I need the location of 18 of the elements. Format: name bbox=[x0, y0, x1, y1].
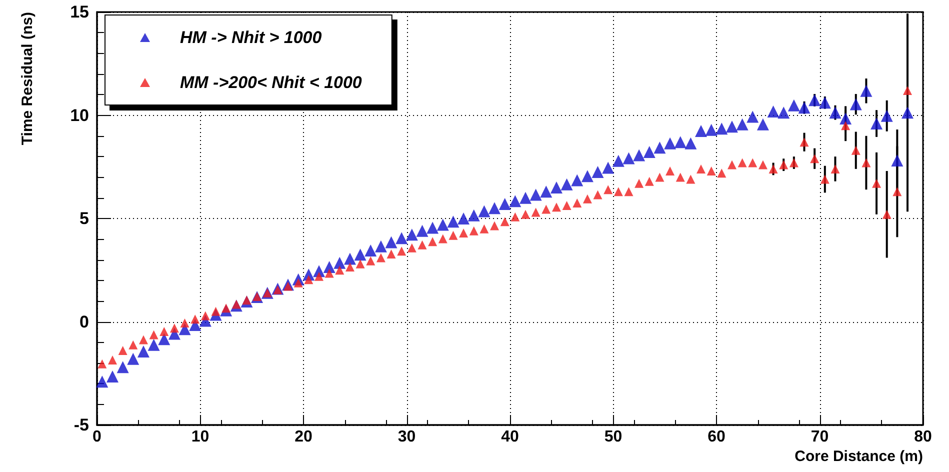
x-tick-label: 60 bbox=[708, 428, 726, 446]
x-tick-label: 20 bbox=[294, 428, 312, 446]
y-tick-label: 5 bbox=[80, 209, 89, 228]
x-tick-label: 0 bbox=[92, 428, 102, 446]
x-tick-label: 10 bbox=[191, 428, 210, 446]
y-axis-title: Time Residual (ns) bbox=[19, 12, 36, 146]
legend-label: MM ->200< Nhit < 1000 bbox=[180, 73, 362, 92]
x-tick-label: 80 bbox=[914, 428, 932, 446]
y-tick-label: 10 bbox=[70, 106, 89, 125]
y-tick-label: 15 bbox=[70, 2, 89, 22]
x-tick-label: 30 bbox=[398, 428, 416, 446]
x-tick-label: 50 bbox=[604, 428, 622, 446]
y-tick-label: -5 bbox=[74, 416, 89, 434]
x-axis-title: Core Distance (m) bbox=[794, 448, 923, 465]
legend-label: HM -> Nhit > 1000 bbox=[180, 28, 322, 47]
x-tick-label: 40 bbox=[501, 428, 519, 446]
y-tick-label: 0 bbox=[80, 312, 89, 332]
x-tick-label: 70 bbox=[810, 428, 829, 446]
